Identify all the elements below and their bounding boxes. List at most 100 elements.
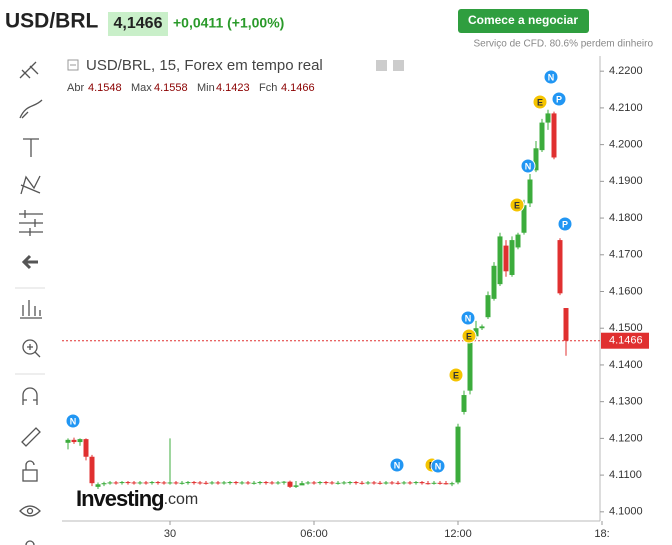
candle-body: [209, 482, 215, 484]
last-price-label: 4.1466: [609, 335, 643, 347]
event-marker: [557, 216, 573, 232]
candle-body: [395, 482, 401, 484]
tool-eye[interactable]: [19, 505, 41, 517]
settings-icon[interactable]: [393, 60, 404, 71]
settings-icon[interactable]: [376, 60, 387, 71]
disclaimer: Serviço de CFD. 80.6% perdem dinheiro: [473, 39, 653, 50]
legend-label: Min: [197, 82, 215, 94]
candle-body: [479, 326, 485, 329]
event-label: E: [453, 370, 459, 380]
x-tick-label: 06:00: [300, 528, 328, 540]
event-label: N: [465, 313, 472, 323]
candle-body: [77, 439, 83, 443]
y-tick-label: 4.1800: [609, 212, 643, 224]
candle-body: [221, 482, 227, 484]
candle-body: [185, 482, 191, 484]
candle-body: [251, 482, 257, 484]
candle-body: [509, 240, 515, 275]
y-tick-label: 4.2000: [609, 139, 643, 151]
candle-body: [407, 482, 413, 484]
legend-label: Fch: [259, 82, 277, 94]
candle-body: [281, 481, 287, 483]
candle-body: [305, 482, 311, 484]
event-marker: [448, 367, 464, 383]
tool-measure[interactable]: [20, 300, 42, 319]
event-label: N: [435, 461, 442, 471]
candle-body: [467, 337, 473, 391]
candle-body: [83, 439, 89, 457]
candle-body: [71, 439, 77, 443]
tool-more[interactable]: [25, 540, 35, 545]
candle-body: [203, 482, 209, 484]
legend-title: USD/BRL, 15, Forex em tempo real: [86, 57, 323, 74]
candle-body: [125, 482, 131, 484]
legend-values: Abr 4.1548 Max 4.1558 Min 4.1423 Fch 4.1…: [67, 82, 315, 94]
candle-body: [239, 482, 245, 484]
event-marker: [532, 94, 548, 110]
candle-body: [461, 395, 467, 412]
candle-body: [449, 483, 455, 485]
candle-body: [65, 439, 71, 443]
tool-magnet[interactable]: [22, 387, 38, 405]
candle-body: [167, 482, 173, 484]
candle-body: [89, 456, 95, 484]
candle-body: [317, 482, 323, 484]
candle-body: [353, 482, 359, 484]
candle-body: [425, 483, 431, 485]
collapse-box[interactable]: [67, 59, 79, 71]
tool-lock[interactable]: [22, 469, 38, 482]
tool-fib[interactable]: [19, 210, 43, 236]
candle-body: [431, 482, 437, 484]
cta-label[interactable]: Comece a negociar: [468, 13, 578, 27]
event-marker: [509, 197, 525, 213]
event-label: E: [466, 331, 472, 341]
candle-body: [149, 482, 155, 484]
y-tick-label: 4.1500: [609, 322, 643, 334]
candle-body: [401, 482, 407, 484]
candle-body: [365, 482, 371, 484]
candle-body: [347, 482, 353, 484]
tool-pattern[interactable]: [20, 175, 41, 195]
candle-body: [323, 482, 329, 484]
event-marker: [551, 91, 567, 107]
event-label: P: [562, 219, 568, 229]
candle-body: [263, 482, 269, 484]
candle-body: [485, 295, 491, 318]
candle-body: [227, 482, 233, 484]
candle-body: [377, 482, 383, 484]
watermark-suffix: .com: [164, 491, 199, 508]
candle-body: [413, 482, 419, 484]
event-marker: [65, 413, 81, 429]
tool-cross[interactable]: [19, 61, 39, 79]
tool-back[interactable]: [21, 254, 38, 270]
y-tick-label: 4.1400: [609, 359, 643, 371]
y-tick-label: 4.2100: [609, 102, 643, 114]
tool-lock-draw[interactable]: [21, 427, 41, 447]
event-label: N: [525, 161, 532, 171]
y-tick-label: 4.1900: [609, 175, 643, 187]
candle-body: [539, 122, 545, 151]
y-tick-label: 4.2200: [609, 65, 643, 77]
candle-body: [533, 148, 539, 171]
candle-body: [95, 484, 101, 487]
candle-body: [143, 482, 149, 484]
tool-zoom[interactable]: [22, 339, 38, 355]
candle-body: [503, 245, 509, 272]
toolbar: [19, 61, 43, 545]
event-label: E: [537, 97, 543, 107]
y-tick-label: 4.1000: [609, 506, 643, 518]
tool-brush[interactable]: [19, 99, 43, 119]
candle-body: [257, 482, 263, 484]
event-marker: [460, 310, 476, 326]
candle-body: [455, 426, 461, 483]
x-tick-label: 12:00: [444, 528, 472, 540]
candle-body: [299, 483, 305, 486]
candle-body: [173, 482, 179, 484]
change: +0,0411 (+1,00%): [173, 15, 284, 31]
cta-button[interactable]: [458, 9, 589, 33]
event-marker: [461, 328, 477, 344]
y-tick-label: 4.1300: [609, 396, 643, 408]
tool-text[interactable]: [23, 138, 39, 157]
candle-body: [107, 482, 113, 484]
